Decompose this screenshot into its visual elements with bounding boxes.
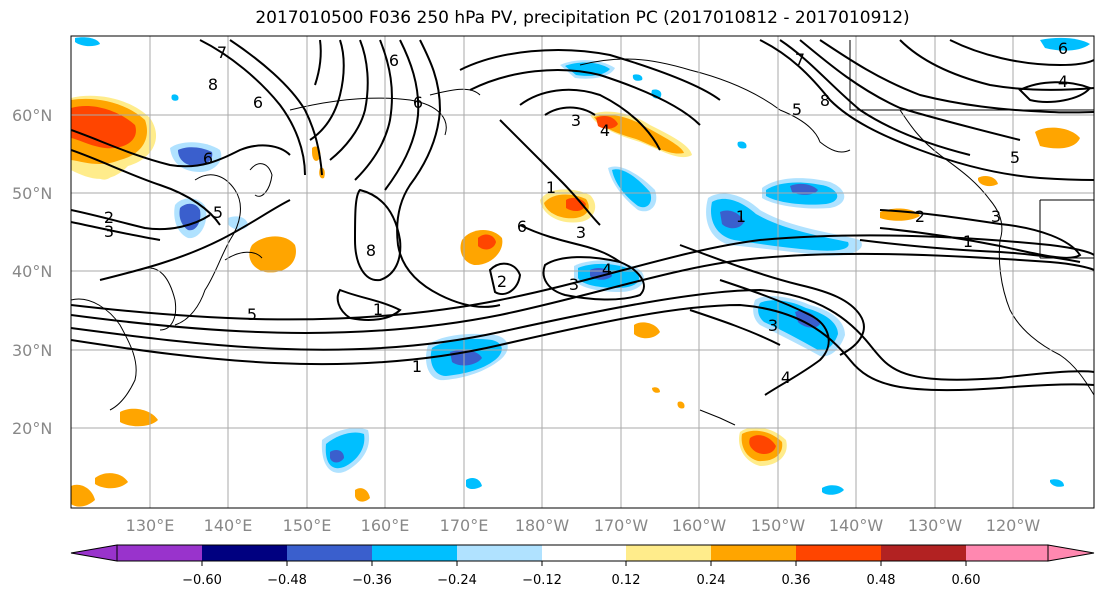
colorbar: −0.60 −0.48 −0.36 −0.24 −0.12 0.12 0.24 … [70, 544, 1095, 588]
contour-label: 3 [576, 223, 586, 242]
map-frame [70, 35, 1095, 509]
longitude-label: 140°E [204, 516, 253, 535]
longitude-label: 160°E [361, 516, 410, 535]
negative-anomaly-shading [75, 37, 1090, 495]
contour-label: 3 [569, 275, 579, 294]
contour-label: 6 [389, 51, 399, 70]
colorbar-extend-max [1047, 544, 1095, 562]
map-title: 2017010500 F036 250 hPa PV, precipitatio… [255, 8, 910, 28]
longitude-labels: 130°E 140°E 150°E 160°E 170°E 180°W 170°… [126, 516, 1041, 535]
contour-label: 4 [602, 260, 612, 279]
latitude-label: 50°N [12, 184, 52, 203]
colorbar-tick-label: −0.36 [352, 573, 392, 588]
colorbar-tick-label: 0.36 [782, 573, 811, 588]
contour-label: 6 [253, 93, 263, 112]
contour-label: 6 [1058, 39, 1068, 58]
colorbar-tick-label: 0.60 [952, 573, 981, 588]
contour-label: 8 [208, 75, 218, 94]
contour-label: 1 [373, 300, 383, 319]
contour-label: 4 [1058, 72, 1068, 91]
latitude-label: 40°N [12, 262, 52, 281]
longitude-label: 140°W [829, 516, 884, 535]
contour-label: 2 [497, 272, 507, 291]
contour-labels: 7 8 6 6 6 5 2 3 6 8 1 5 2 1 3 3 4 3 6 7 … [104, 39, 1068, 387]
colorbar-segment [626, 545, 711, 561]
colorbar-segment [796, 545, 881, 561]
contour-label: 5 [213, 203, 223, 222]
coastlines [71, 40, 1094, 426]
colorbar-segment [372, 545, 457, 561]
contour-label: 1 [736, 207, 746, 226]
contour-label: 5 [792, 100, 802, 119]
pv-contours [71, 39, 1094, 396]
contour-label: 5 [1010, 148, 1020, 167]
colorbar-tick-label: −0.60 [182, 573, 222, 588]
colorbar-segment [711, 545, 796, 561]
colorbar-tick-label: −0.48 [267, 573, 307, 588]
colorbar-segment [966, 545, 1048, 561]
colorbar-segment [881, 545, 966, 561]
graticule [71, 36, 1094, 508]
contour-label: 4 [600, 121, 610, 140]
longitude-label: 170°W [594, 516, 649, 535]
colorbar-tick-label: −0.24 [437, 573, 477, 588]
contour-label: 3 [768, 316, 778, 335]
longitude-label: 130°E [126, 516, 175, 535]
contour-label: 3 [104, 222, 114, 241]
contour-label: 1 [412, 357, 422, 376]
colorbar-segment [287, 545, 372, 561]
longitude-label: 150°E [283, 516, 332, 535]
contour-label: 8 [366, 241, 376, 260]
colorbar-segment [117, 545, 202, 561]
latitude-labels: 60°N 50°N 40°N 30°N 20°N [12, 106, 52, 438]
colorbar-tick-label: 0.12 [612, 573, 641, 588]
colorbar-extend-min [70, 544, 118, 562]
contour-label: 5 [247, 305, 257, 324]
contour-label: 8 [820, 91, 830, 110]
contour-label: 6 [203, 149, 213, 168]
colorbar-tick-label: 0.48 [867, 573, 896, 588]
colorbar-tick-label: −0.12 [522, 573, 562, 588]
longitude-label: 150°W [751, 516, 806, 535]
contour-label: 7 [217, 43, 227, 62]
contour-label: 1 [546, 178, 556, 197]
longitude-label: 130°W [908, 516, 963, 535]
colorbar-segment [202, 545, 287, 561]
longitude-label: 170°E [440, 516, 489, 535]
longitude-label: 180°W [515, 516, 570, 535]
contour-label: 2 [104, 208, 114, 227]
colorbar-segment [542, 545, 626, 561]
longitude-label: 160°W [672, 516, 727, 535]
contour-label: 3 [991, 207, 1001, 226]
contour-label: 6 [413, 93, 423, 112]
latitude-label: 30°N [12, 341, 52, 360]
contour-label: 2 [915, 207, 925, 226]
contour-label: 4 [781, 368, 791, 387]
colorbar-segment [457, 545, 542, 561]
contour-label: 1 [963, 232, 973, 251]
colorbar-tick-label: 0.24 [697, 573, 726, 588]
latitude-label: 20°N [12, 419, 52, 438]
longitude-label: 120°W [986, 516, 1041, 535]
latitude-label: 60°N [12, 106, 52, 125]
colorbar-frame [116, 544, 1049, 562]
contour-label: 7 [795, 50, 805, 69]
contour-label: 3 [571, 111, 581, 130]
contour-label: 6 [517, 217, 527, 236]
